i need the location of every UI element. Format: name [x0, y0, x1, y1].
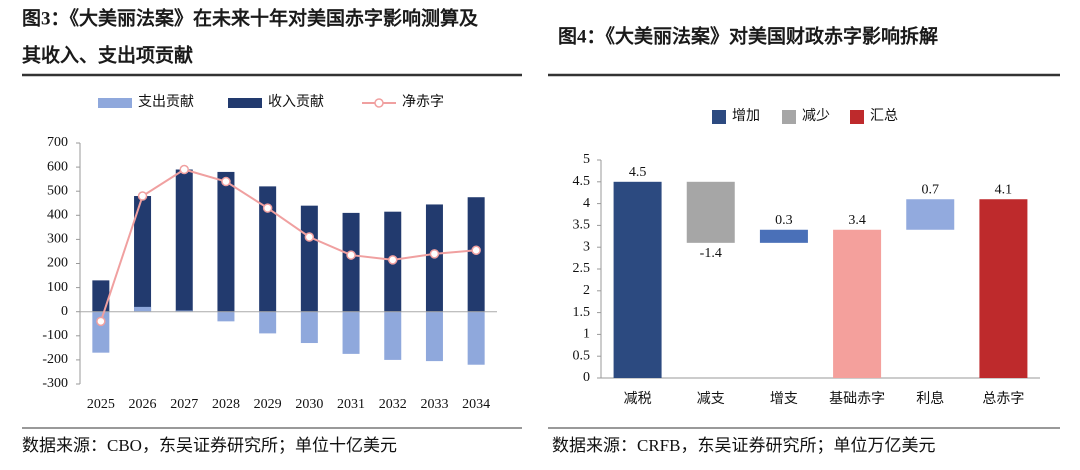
line-marker — [346, 250, 356, 260]
bar — [175, 169, 193, 312]
bar — [175, 310, 193, 312]
chart-title: 图4：《大美丽法案》对美国财政赤字影响拆解 — [558, 24, 938, 47]
data-label: 4.5 — [629, 165, 647, 180]
bar — [134, 306, 152, 312]
x-tick-label: 减税 — [624, 391, 652, 407]
legend-label: 减少 — [802, 108, 830, 124]
chart-title: 其收入、支出项贡献 — [22, 43, 193, 66]
y-tick-label: 4 — [583, 196, 590, 211]
bar — [217, 171, 235, 312]
line-marker — [388, 255, 398, 265]
data-label: 0.3 — [775, 213, 793, 228]
y-tick-label: 300 — [47, 232, 68, 247]
y-tick-label: -300 — [42, 376, 68, 391]
x-tick-label: 2029 — [254, 397, 282, 412]
x-tick-label: 2031 — [337, 397, 365, 412]
x-tick-label: 2028 — [212, 397, 240, 412]
bar — [833, 229, 882, 378]
bar — [92, 280, 110, 312]
x-tick-label: 2034 — [462, 397, 490, 412]
x-tick-label: 减支 — [697, 391, 725, 407]
legend-swatch — [98, 98, 132, 108]
source: 数据来源：CRFB，东吴证券研究所；单位万亿美元 — [552, 436, 935, 455]
bar — [467, 311, 485, 365]
y-tick-label: 200 — [47, 256, 68, 271]
y-tick-label: 0 — [583, 370, 590, 385]
y-tick-label: 100 — [47, 280, 68, 295]
bar — [300, 311, 318, 344]
x-tick-label: 总赤字 — [982, 391, 1024, 407]
y-tick-label: 0 — [61, 304, 68, 319]
line-marker — [471, 245, 481, 255]
bar — [686, 181, 735, 243]
bar — [425, 311, 443, 362]
bar — [342, 311, 360, 354]
legend-swatch — [712, 110, 726, 124]
bar — [342, 212, 360, 312]
legend-label: 汇总 — [870, 108, 898, 124]
source: 数据来源：CBO，东吴证券研究所；单位十亿美元 — [22, 436, 397, 455]
line-marker — [179, 164, 189, 175]
data-label: 4.1 — [995, 182, 1013, 197]
legend-swatch — [228, 98, 262, 108]
legend-marker — [374, 98, 384, 108]
line-marker — [429, 249, 440, 259]
y-tick-label: 400 — [47, 208, 68, 223]
y-tick-label: 500 — [47, 183, 68, 198]
y-tick-label: 2 — [583, 283, 590, 298]
y-tick-label: 600 — [47, 159, 68, 174]
bar — [384, 311, 402, 360]
data-label: 0.7 — [922, 182, 940, 197]
chart-title: 图3：《大美丽法案》在未来十年对美国赤字影响测算及 — [22, 6, 479, 29]
line-marker — [96, 316, 106, 327]
x-tick-label: 2025 — [87, 397, 115, 412]
legend-swatch — [782, 110, 796, 124]
y-tick-label: 5 — [583, 152, 590, 167]
y-tick-label: 0.5 — [573, 348, 591, 363]
data-label: 3.4 — [848, 213, 866, 228]
bar — [613, 181, 662, 378]
y-tick-label: 1.5 — [573, 305, 591, 320]
bar — [134, 196, 152, 312]
y-tick-label: -100 — [42, 328, 68, 343]
line-marker — [221, 176, 231, 187]
x-tick-label: 2026 — [129, 397, 157, 412]
y-tick-label: 1 — [583, 327, 590, 342]
legend-swatch — [850, 110, 864, 124]
bar — [217, 311, 235, 322]
bar — [759, 229, 808, 243]
bar — [259, 311, 277, 334]
y-tick-label: 3 — [583, 239, 590, 254]
y-tick-label: 2.5 — [573, 261, 591, 276]
legend-label: 增加 — [732, 108, 760, 124]
x-tick-label: 2033 — [420, 397, 448, 412]
x-tick-label: 2030 — [295, 397, 323, 412]
y-tick-label: 700 — [47, 135, 68, 150]
bar — [979, 199, 1028, 378]
line — [99, 168, 477, 322]
x-tick-label: 利息 — [916, 390, 944, 407]
legend-label: 净赤字 — [402, 94, 444, 110]
bar — [259, 186, 277, 312]
data-label: -1.4 — [700, 246, 722, 261]
line-marker — [304, 232, 315, 242]
y-tick-label: 3.5 — [573, 218, 591, 233]
y-tick-label: 4.5 — [573, 174, 591, 189]
bar — [906, 199, 955, 230]
x-tick-label: 增支 — [770, 391, 798, 407]
legend-label: 收入贡献 — [268, 94, 324, 110]
x-tick-label: 2027 — [170, 397, 198, 412]
y-tick-label: -200 — [42, 352, 68, 367]
line-marker — [262, 203, 273, 213]
x-tick-label: 2032 — [379, 397, 407, 412]
legend-label: 支出贡献 — [138, 94, 194, 110]
x-tick-label: 基础赤字 — [829, 390, 885, 407]
bar — [300, 205, 318, 312]
line-marker — [137, 191, 148, 201]
